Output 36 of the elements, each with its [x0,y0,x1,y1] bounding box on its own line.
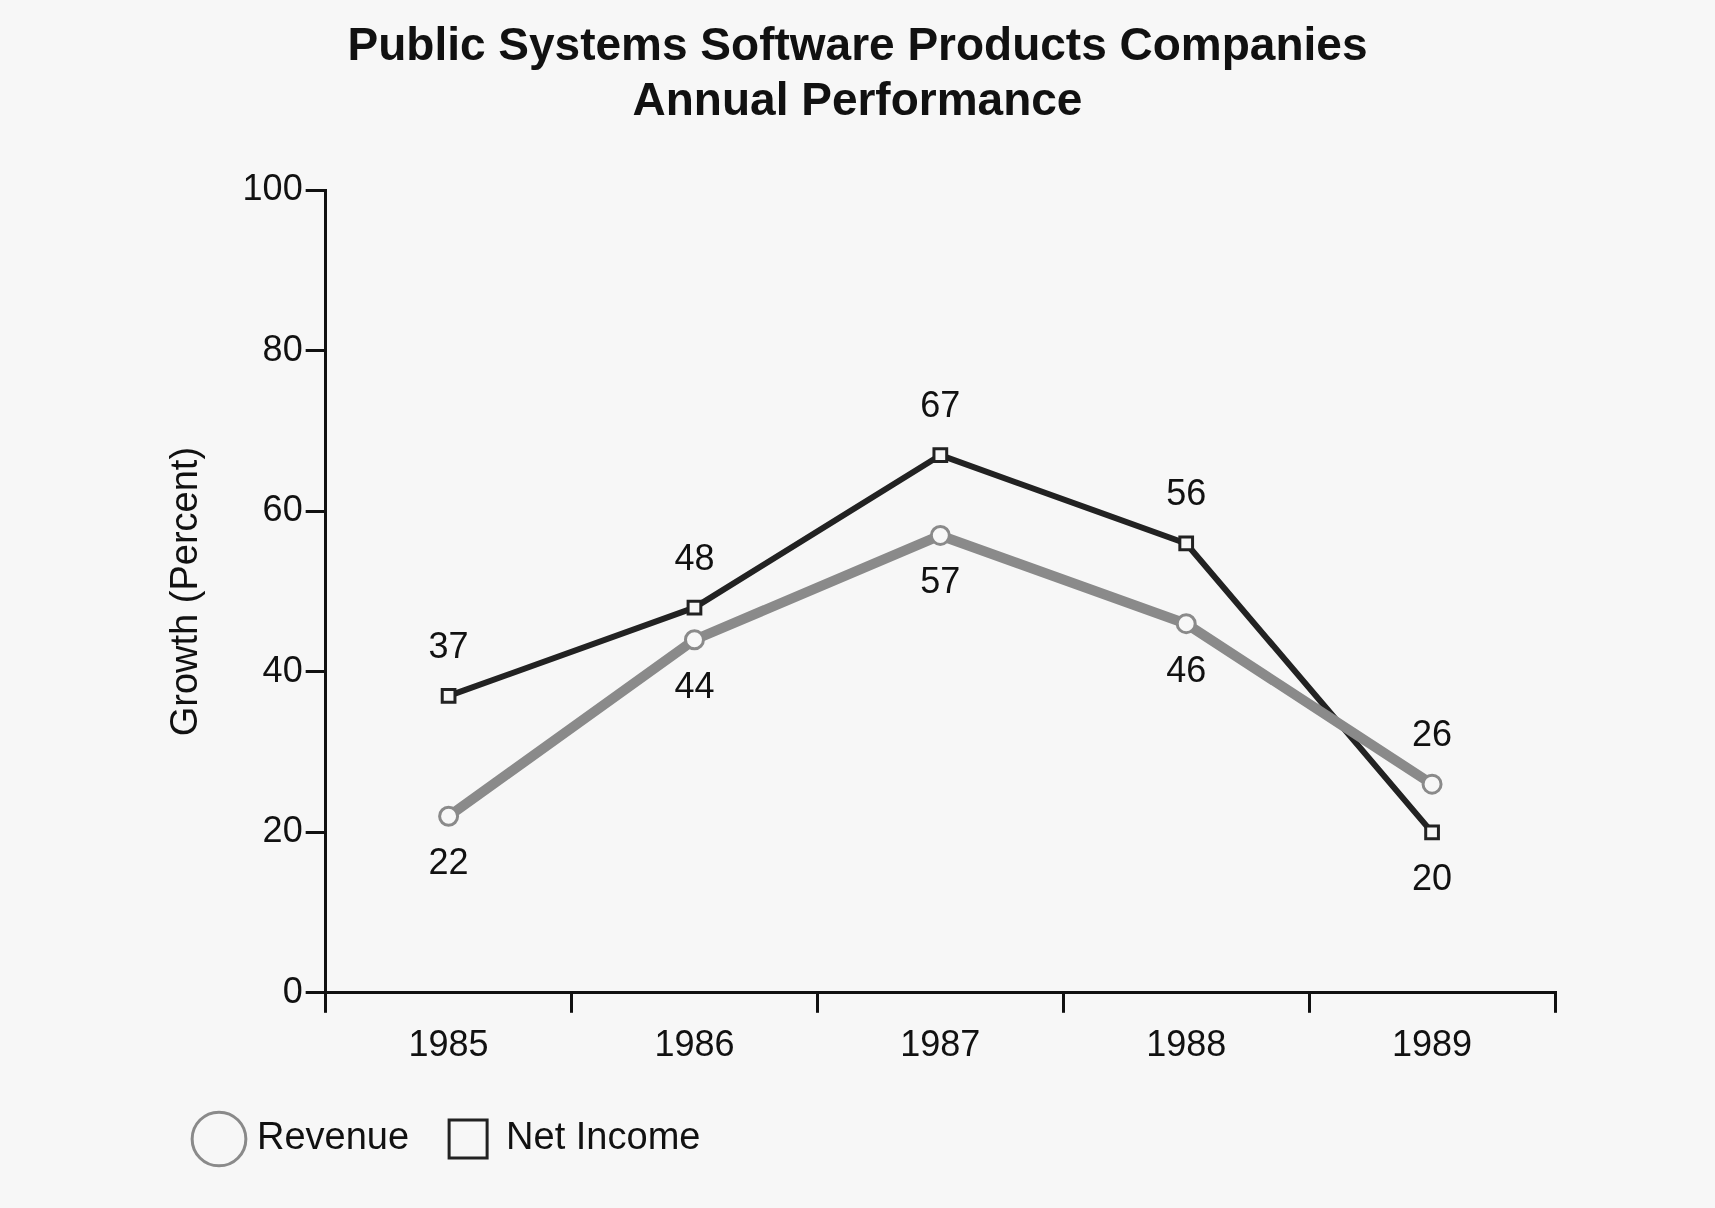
x-tick-label: 1987 [900,1023,981,1065]
x-tick-label: 1985 [408,1023,489,1065]
x-tick-label: 1986 [654,1023,735,1065]
point [683,629,705,651]
legend-label: Net Income [506,1115,701,1158]
data-label: 26 [1412,713,1453,755]
point [1175,613,1197,635]
data-label: 22 [428,841,469,883]
point [686,599,703,616]
point [1421,773,1443,795]
data-label: 67 [920,384,961,426]
x-tick-label: 1988 [1146,1023,1227,1065]
point [440,688,457,704]
text: Annual Performance [632,73,1083,126]
data-label: 57 [920,560,961,602]
legend-label: Revenue [257,1115,410,1158]
point [1424,824,1440,841]
text: Public Systems Software Products Companies [347,18,1368,71]
data-label: 46 [1166,648,1207,690]
data-label: 48 [674,536,715,578]
y-tick-label: 80 [262,327,303,369]
x-tick-label: 1989 [1392,1023,1473,1065]
point [932,447,949,464]
point [438,805,460,827]
y-axis-title: Growth (Percent) [163,446,206,737]
data-label: 44 [674,664,715,706]
point [1178,535,1195,552]
data-label: 56 [1166,472,1207,514]
y-tick-label: 0 [282,969,303,1011]
y-tick-label: 20 [262,809,303,851]
y-tick-label: 40 [262,648,303,690]
y-tick-label: 100 [242,167,303,209]
point [929,524,951,546]
data-label: 20 [1412,857,1453,899]
data-label: 37 [428,624,469,666]
y-tick-label: 60 [262,488,303,530]
